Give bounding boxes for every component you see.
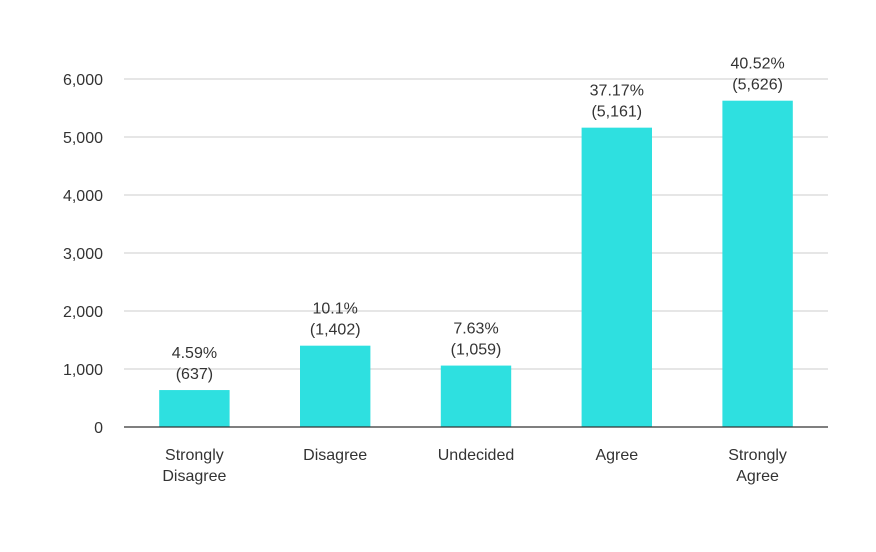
data-label: (1,059) — [451, 342, 502, 359]
data-label: 40.52% — [730, 56, 784, 73]
x-category-label: Strongly — [165, 447, 224, 464]
data-label: (5,626) — [732, 77, 783, 94]
bar — [440, 365, 512, 427]
bar — [159, 390, 230, 427]
x-category-label: Agree — [595, 447, 638, 464]
y-tick-label: 6,000 — [63, 72, 103, 89]
x-category-label: Agree — [736, 468, 779, 485]
bar — [581, 127, 652, 428]
y-tick-label: 4,000 — [63, 188, 103, 205]
y-tick-label: 1,000 — [63, 362, 103, 379]
data-label: 7.63% — [453, 321, 498, 338]
x-category-label: Strongly — [728, 447, 787, 464]
x-category-label: Disagree — [162, 468, 226, 485]
y-tick-label: 3,000 — [63, 246, 103, 263]
gridlines — [124, 78, 828, 370]
data-label: (637) — [176, 366, 213, 383]
bar — [300, 345, 371, 427]
x-axis-labels: Strongly Disagree Disagree Undecided Agree St… — [162, 447, 787, 485]
data-labels: 4.59% (637) 10.1% (1,402) 7.63% (1,059) 37.17%… — [172, 56, 785, 383]
bars — [159, 100, 793, 428]
y-axis-ticks: 0 1,000 2,000 3,000 4,000 5,000 6,000 — [63, 72, 103, 437]
x-category-label: Disagree — [303, 447, 367, 464]
bar — [722, 100, 793, 427]
data-label: (1,402) — [310, 322, 361, 339]
data-label: 10.1% — [313, 301, 358, 318]
data-label: 4.59% — [172, 345, 217, 362]
x-category-label: Undecided — [438, 447, 515, 464]
y-tick-label: 2,000 — [63, 304, 103, 321]
data-label: (5,161) — [591, 104, 642, 121]
y-tick-label: 5,000 — [63, 130, 103, 147]
data-label: 37.17% — [590, 83, 644, 100]
y-tick-label: 0 — [94, 420, 103, 437]
